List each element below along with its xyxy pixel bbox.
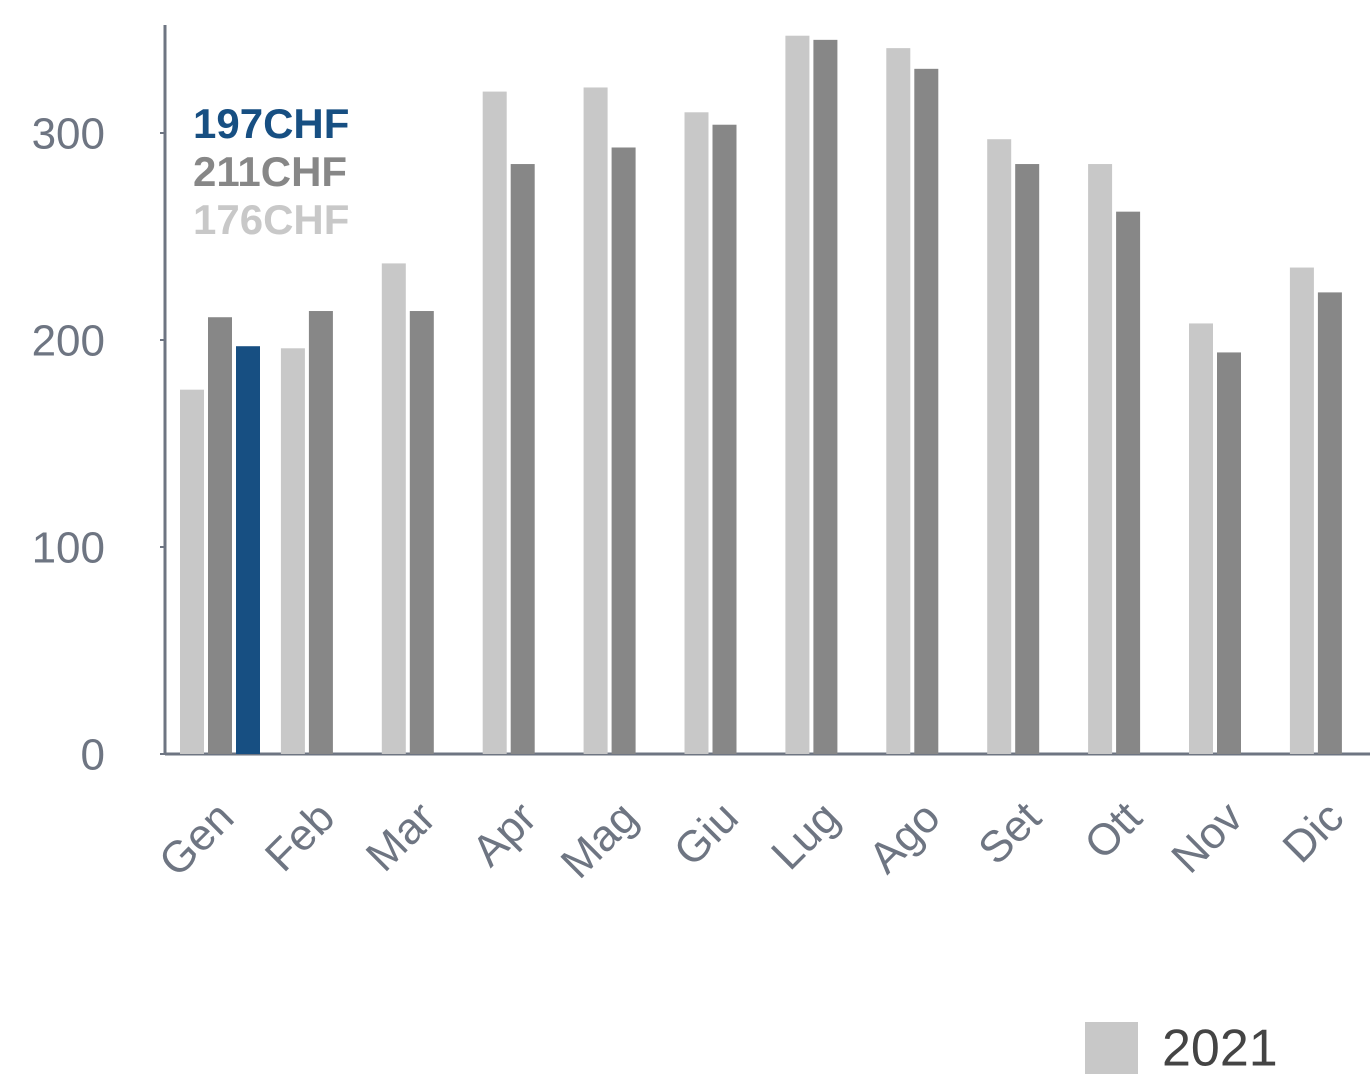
legend-swatch <box>1085 1022 1138 1074</box>
x-tick-label: Feb <box>256 793 344 881</box>
x-tick-label: Lug <box>762 793 849 880</box>
bar <box>1317 292 1342 754</box>
y-tick-label: 100 <box>32 524 105 573</box>
bar <box>1088 164 1113 755</box>
annotation: 176CHF <box>193 196 349 243</box>
bar <box>813 39 838 755</box>
x-tick-label: Nov <box>1162 793 1252 883</box>
x-tick-label: Dic <box>1274 793 1354 873</box>
y-tick-label: 300 <box>32 110 105 159</box>
bar <box>987 139 1012 754</box>
x-tick-label: Giu <box>665 793 748 876</box>
bar <box>712 124 737 755</box>
y-tick-label: 200 <box>32 317 105 366</box>
bar <box>684 112 709 755</box>
bar <box>1116 211 1141 754</box>
bar <box>1189 323 1213 754</box>
annotation: 211CHF <box>193 148 347 195</box>
bar <box>1015 164 1040 755</box>
bar <box>510 164 535 755</box>
bar <box>1217 352 1241 754</box>
bar <box>208 317 232 754</box>
bar <box>381 263 406 754</box>
bar <box>914 68 939 754</box>
x-tick-label: Gen <box>150 793 243 886</box>
y-tick-label: 0 <box>81 731 105 780</box>
bar <box>409 311 434 754</box>
x-tick-label: Set <box>969 793 1050 874</box>
bar <box>308 311 333 754</box>
x-tick-label: Ago <box>860 793 950 883</box>
bar <box>236 346 260 754</box>
bar <box>1289 267 1314 754</box>
bar <box>583 87 608 754</box>
bar <box>280 348 305 754</box>
bar <box>886 48 911 754</box>
bar <box>611 147 636 755</box>
bar <box>180 389 204 754</box>
annotation: 197CHF <box>193 100 349 147</box>
legend-label: 2021 <box>1162 1020 1278 1074</box>
x-tick-label: Mag <box>552 793 647 888</box>
x-tick-label: Mar <box>357 793 445 881</box>
bar <box>785 35 810 754</box>
x-tick-label: Apr <box>463 793 546 876</box>
bar <box>482 91 507 755</box>
x-tick-label: Ott <box>1075 793 1151 869</box>
